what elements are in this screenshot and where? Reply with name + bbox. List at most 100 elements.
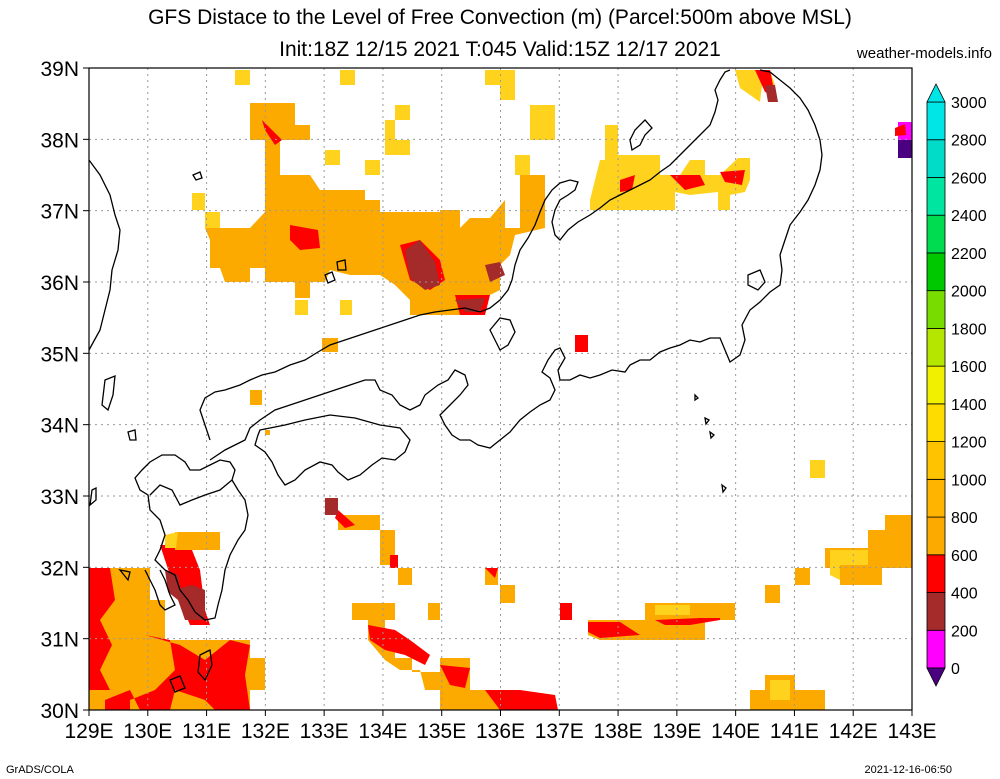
coast-shikoku xyxy=(254,414,411,486)
colorbar-label: 2400 xyxy=(951,208,987,225)
colorbar-segment xyxy=(926,177,946,216)
coast-tsushima xyxy=(192,171,203,181)
fill-pacific-yellow xyxy=(655,550,868,700)
colorbar-label: 400 xyxy=(951,586,978,603)
lat-label: 35N xyxy=(40,343,79,366)
coast-korea xyxy=(88,159,121,351)
colorbar-label: 0 xyxy=(951,661,960,678)
coast-oki-island xyxy=(324,259,347,284)
lon-label: 142E xyxy=(829,720,878,743)
coast-tanegashima xyxy=(169,649,213,693)
colorbar-label: 1400 xyxy=(951,397,987,414)
colorbar-label: 2800 xyxy=(951,133,987,150)
fill-north-main-orange xyxy=(205,103,545,315)
lon-label: 139E xyxy=(652,720,701,743)
lat-label: 36N xyxy=(40,272,79,295)
lfc-fill-areas xyxy=(89,70,912,710)
colorbar-segment xyxy=(926,290,946,329)
fill-kyushu-top xyxy=(175,532,220,550)
colorbar-segment xyxy=(926,252,946,292)
coastlines xyxy=(88,69,823,693)
colorbar-label: 2200 xyxy=(951,246,987,263)
colorbar-label: 1000 xyxy=(951,472,987,489)
lon-label: 137E xyxy=(535,720,584,743)
fill-north-brown xyxy=(405,240,505,312)
coast-honshu-bay xyxy=(489,317,516,351)
lat-label: 34N xyxy=(40,415,79,438)
lon-label: 130E xyxy=(123,720,172,743)
colorbar-segment xyxy=(926,592,946,631)
footer-software: GrADS/COLA xyxy=(6,764,74,776)
lon-label: 140E xyxy=(711,720,760,743)
lon-label: 135E xyxy=(417,720,466,743)
coast-korea-island xyxy=(101,374,116,412)
fill-pacific-orange xyxy=(338,515,912,710)
colorbar-segment xyxy=(926,139,946,178)
lat-label: 37N xyxy=(40,201,79,224)
coast-honshu-west xyxy=(209,69,823,461)
lon-label: 132E xyxy=(241,720,290,743)
fill-pacific-brown xyxy=(325,498,338,515)
colorbar-label: 800 xyxy=(951,510,978,527)
coast-izu-islands xyxy=(694,393,727,494)
lat-label: 39N xyxy=(40,58,79,81)
lon-label: 136E xyxy=(476,720,525,743)
colorbar-segment xyxy=(926,327,946,367)
colorbar-segment xyxy=(926,403,946,443)
lat-label: 30N xyxy=(40,700,79,723)
colorbar-label: 2600 xyxy=(951,170,987,187)
footer-timestamp: 2021-12-16-06:50 xyxy=(864,764,952,776)
coast-sado-island xyxy=(629,119,653,152)
colorbar-segment xyxy=(926,101,946,141)
colorbar-label: 1600 xyxy=(951,359,987,376)
coast-east-cape xyxy=(747,269,766,291)
colorbar-label: 3000 xyxy=(951,95,987,112)
colorbar-min-arrow xyxy=(926,667,946,687)
map-title: GFS Distace to the Level of Free Convect… xyxy=(148,6,852,29)
colorbar-segment xyxy=(926,629,946,669)
lon-label: 143E xyxy=(887,720,936,743)
fill-southwest-brown xyxy=(165,570,205,620)
colorbar-label: 600 xyxy=(951,548,978,565)
colorbar-segment xyxy=(926,365,946,405)
colorbar-segment xyxy=(926,516,946,556)
colorbar-label: 2000 xyxy=(951,284,987,301)
colorbar-label: 1800 xyxy=(951,321,987,338)
coast-kyushu-islands xyxy=(89,429,137,582)
coast-kyushu xyxy=(134,454,249,621)
fill-southwest-red xyxy=(89,540,250,710)
colorbar-segment xyxy=(926,214,946,254)
lat-label: 32N xyxy=(40,557,79,580)
colorbar-segment xyxy=(926,441,946,480)
fill-east-edge-indigo xyxy=(898,140,912,158)
colorbar-label: 200 xyxy=(951,623,978,640)
lat-label: 33N xyxy=(40,486,79,509)
lon-label: 133E xyxy=(300,720,349,743)
credit-text: weather-models.info xyxy=(856,45,992,62)
axis-ticks xyxy=(83,67,913,716)
lat-label: 38N xyxy=(40,129,79,152)
colorbar-max-arrow xyxy=(926,83,946,103)
lon-axis-labels: 129E 130E 131E 132E 133E 134E 135E 136E 137E 138E… xyxy=(64,720,936,743)
lon-label: 134E xyxy=(358,720,407,743)
colorbar-label: 1200 xyxy=(951,435,987,452)
lat-label: 31N xyxy=(40,629,79,652)
lon-label: 131E xyxy=(182,720,231,743)
colorbar-segment xyxy=(926,554,946,593)
fill-tohoku-brown xyxy=(765,85,778,102)
lon-label: 141E xyxy=(770,720,819,743)
fill-north-small xyxy=(250,338,338,435)
fill-east-edge-red xyxy=(895,124,906,136)
coast-kyushu-west xyxy=(144,569,176,611)
coast-honshu-north xyxy=(199,69,731,441)
map-subtitle: Init:18Z 12/15 2021 T:045 Valid:15Z 12/1… xyxy=(279,38,721,61)
colorbar: 0 200 400 600 800 1000 1200 1400 1600 1800 2000 220… xyxy=(926,83,987,687)
fill-kyushu-yellow xyxy=(165,532,178,548)
colorbar-segment xyxy=(926,478,946,518)
lat-axis-labels: 30N 31N 32N 33N 34N 35N 36N 37N 38N 39N xyxy=(40,58,79,723)
lon-label: 129E xyxy=(64,720,113,743)
map-gridlines xyxy=(89,68,912,710)
lon-label: 138E xyxy=(594,720,643,743)
fill-tohoku-yellow xyxy=(590,70,825,478)
